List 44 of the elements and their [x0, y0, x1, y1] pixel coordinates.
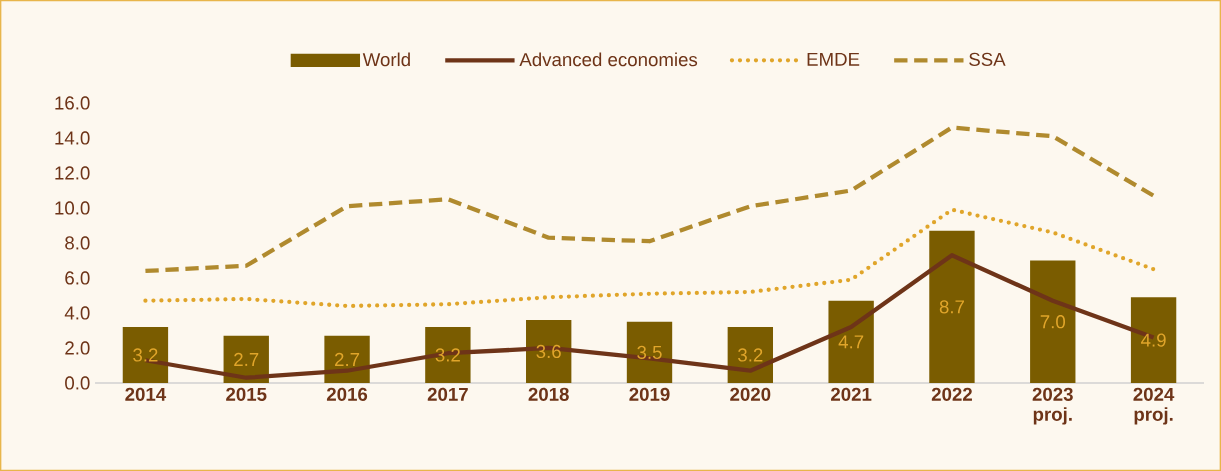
legend-label: SSA — [969, 52, 1006, 66]
legend-label: World — [362, 52, 410, 67]
data-label: 4.9 — [1141, 333, 1166, 347]
x-tick-label: 2023 proj. — [1032, 387, 1073, 425]
x-tick-label: 2019 — [629, 387, 670, 401]
y-tick-label: 8.0 — [65, 236, 90, 250]
y-tick-label: 14.0 — [55, 131, 90, 145]
x-tick-label: 2021 — [831, 387, 872, 401]
data-label: 2.7 — [234, 352, 259, 366]
y-tick-label: 4.0 — [64, 306, 90, 320]
legend-label: Advanced economies — [519, 52, 698, 67]
bar — [425, 326, 471, 383]
bar — [626, 321, 673, 383]
bar — [828, 300, 874, 383]
legend-label: EMDE — [807, 52, 860, 66]
bar — [122, 326, 169, 383]
data-label: 3.2 — [133, 348, 158, 362]
y-tick-label: 10.0 — [55, 201, 90, 215]
data-label: 7.0 — [1040, 315, 1066, 329]
data-label: 3.5 — [637, 345, 662, 359]
data-label: 8.7 — [939, 300, 964, 314]
y-tick-label: 12.0 — [55, 166, 90, 180]
x-tick-label: 2014 — [125, 387, 167, 401]
data-label: 4.7 — [838, 335, 864, 349]
line-series — [143, 125, 1156, 274]
x-tick-label: 2018 — [528, 387, 569, 401]
bar — [929, 230, 975, 383]
x-tick-label: 2022 — [931, 387, 972, 401]
bar — [1030, 260, 1076, 383]
x-tick-label: 2020 — [730, 387, 771, 401]
y-tick-label: 0.0 — [65, 376, 90, 390]
y-tick-label: 2.0 — [65, 341, 90, 355]
data-label: 3.2 — [738, 348, 763, 362]
x-tick-label: 2024 proj. — [1133, 387, 1175, 425]
x-tick-label: 2015 — [226, 387, 267, 401]
y-tick-label: 6.0 — [65, 271, 90, 285]
y-tick-label: 16.0 — [55, 96, 90, 110]
bar — [526, 319, 572, 383]
bar — [1130, 297, 1177, 383]
x-tick-label: 2016 — [326, 387, 368, 401]
x-tick-label: 2017 — [427, 387, 468, 401]
data-label: 3.6 — [536, 344, 561, 359]
data-label: 3.2 — [435, 348, 460, 362]
data-label: 2.7 — [335, 352, 360, 366]
